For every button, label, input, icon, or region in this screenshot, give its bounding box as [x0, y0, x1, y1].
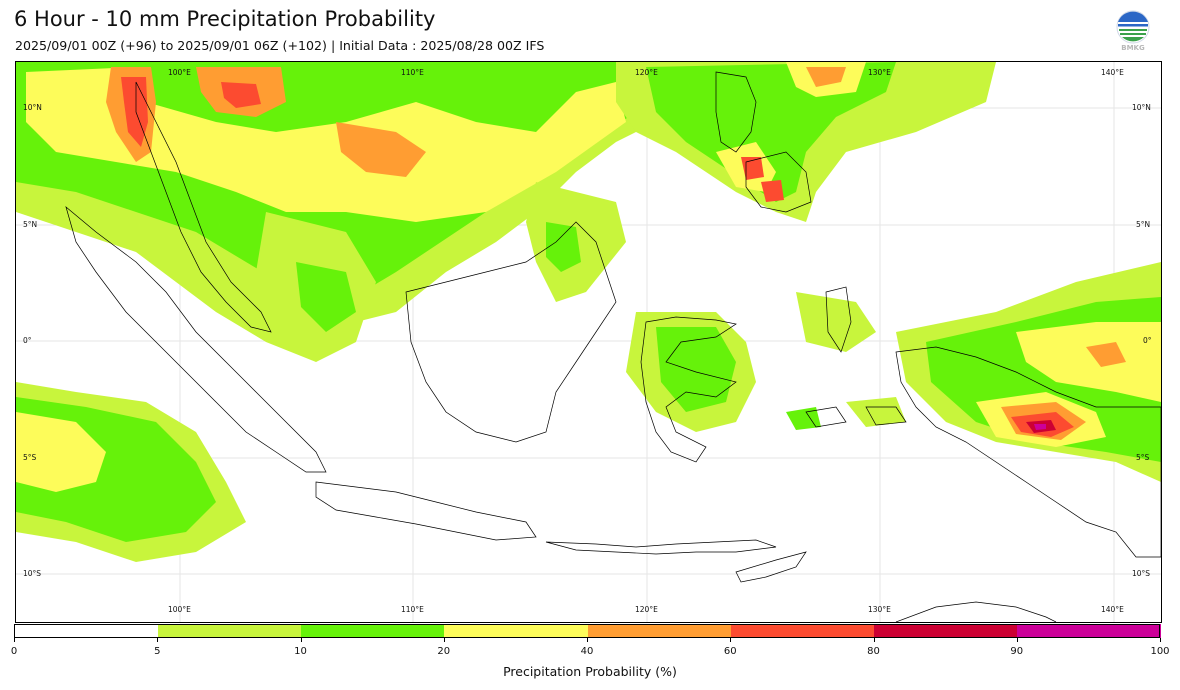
- colorbar: [14, 624, 1161, 638]
- lat-label-right: 10°S: [1132, 569, 1151, 578]
- lat-label-left: 10°S: [23, 569, 42, 578]
- lon-label-bottom: 110°E: [401, 605, 424, 614]
- colorbar-segment: [730, 624, 874, 638]
- colorbar-segment: [300, 624, 445, 638]
- lat-label-left: 0°: [23, 336, 32, 345]
- colorbar-segment: [873, 624, 1018, 638]
- lat-label-right: 0°: [1143, 336, 1152, 345]
- chart-subtitle: 2025/09/01 00Z (+96) to 2025/09/01 06Z (…: [15, 38, 545, 53]
- colorbar-tick-mark: [1016, 638, 1018, 642]
- colorbar-tick-mark: [157, 638, 159, 642]
- lon-label-bottom: 140°E: [1101, 605, 1124, 614]
- colorbar-tick-mark: [14, 638, 15, 642]
- colorbar-segment: [443, 624, 588, 638]
- lat-label-right: 5°S: [1136, 453, 1150, 462]
- colorbar-segment: [587, 624, 731, 638]
- lon-label-top: 110°E: [401, 68, 424, 77]
- precipitation-map: 100°E 110°E 120°E 130°E 140°E 100°E 110°…: [15, 61, 1162, 623]
- colorbar-segment: [1016, 624, 1161, 638]
- lat-label-right: 10°N: [1132, 103, 1151, 112]
- lon-label-top: 130°E: [868, 68, 891, 77]
- precipitation-field: [16, 62, 1161, 562]
- colorbar-tick-mark: [1160, 638, 1161, 642]
- colorbar-tick-mark: [587, 638, 588, 642]
- lat-label-left: 10°N: [23, 103, 42, 112]
- colorbar-tick-label: 90: [1010, 646, 1024, 657]
- colorbar-tick-label: 10: [294, 646, 307, 657]
- bmkg-logo: [1116, 10, 1150, 44]
- colorbar-border: [14, 624, 1160, 638]
- lat-label-right: 5°N: [1136, 220, 1151, 229]
- lon-label-bottom: 130°E: [868, 605, 891, 614]
- colorbar-tick-mark: [730, 638, 732, 642]
- colorbar-tick-label: 40: [580, 646, 594, 657]
- lon-label-bottom: 120°E: [635, 605, 658, 614]
- colorbar-tick-label: 5: [154, 646, 161, 657]
- lon-label-bottom: 100°E: [168, 605, 191, 614]
- logo-text: BMKG: [1121, 44, 1145, 52]
- coastlines: [65, 71, 1161, 622]
- colorbar-tick-label: 80: [867, 646, 880, 657]
- colorbar-tick-label: 20: [437, 646, 451, 657]
- colorbar-tick-label: 100: [1150, 646, 1170, 657]
- colorbar-tick-label: 0: [10, 646, 18, 657]
- lon-label-top: 140°E: [1101, 68, 1124, 77]
- chart-title: 6 Hour - 10 mm Precipitation Probability: [14, 7, 436, 31]
- map-canvas: [16, 62, 1161, 622]
- colorbar-segment: [157, 624, 301, 638]
- colorbar-tick-mark: [443, 638, 445, 642]
- lat-label-left: 5°S: [23, 453, 37, 462]
- lat-label-left: 5°N: [23, 220, 38, 229]
- colorbar-tick-mark: [300, 638, 302, 642]
- lon-label-top: 100°E: [168, 68, 191, 77]
- lon-label-top: 120°E: [635, 68, 658, 77]
- colorbar-segment: [14, 624, 158, 638]
- colorbar-tick-mark: [873, 638, 875, 642]
- colorbar-tick-label: 60: [723, 646, 737, 657]
- colorbar-label: Precipitation Probability (%): [503, 664, 677, 679]
